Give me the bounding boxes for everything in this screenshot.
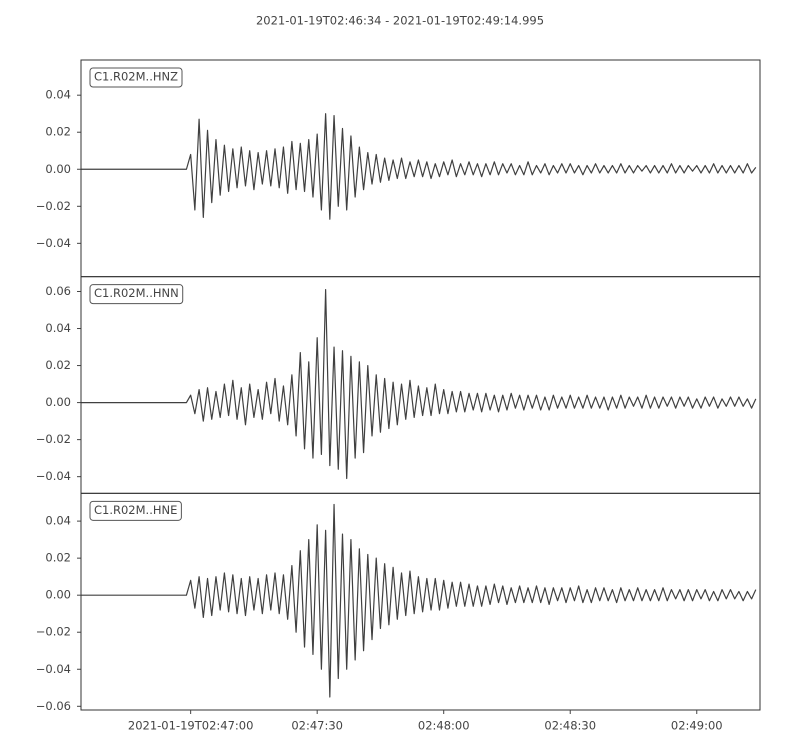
y-tick-label: −0.04 xyxy=(36,469,71,483)
y-tick-label: 0.02 xyxy=(45,551,71,565)
y-tick-label: 0.04 xyxy=(45,321,71,335)
y-tick-label: 0.00 xyxy=(45,162,71,176)
y-tick-label: 0.00 xyxy=(45,395,71,409)
y-tick-label: −0.04 xyxy=(36,662,71,676)
x-tick-label: 2021-01-19T02:47:00 xyxy=(128,719,254,733)
trace-label: C1.R02M..HNE xyxy=(94,503,177,517)
panel-frame xyxy=(80,276,761,494)
trace-label-box xyxy=(89,500,182,521)
trace-label-box xyxy=(89,284,184,305)
y-tick-label: −0.02 xyxy=(36,432,71,446)
y-tick-label: 0.04 xyxy=(45,514,71,528)
trace-label: C1.R02M..HNN xyxy=(94,286,179,300)
y-tick-label: 0.02 xyxy=(45,358,71,372)
panel-frame xyxy=(80,492,761,711)
trace-label-box xyxy=(89,67,183,88)
x-tick-label: 02:48:30 xyxy=(544,719,596,733)
y-tick-label: 0.00 xyxy=(45,588,71,602)
trace-label: C1.R02M..HNZ xyxy=(94,70,178,84)
x-tick-label: 02:48:00 xyxy=(418,719,470,733)
x-tick-label: 02:49:00 xyxy=(671,719,723,733)
waveform xyxy=(81,289,757,480)
waveform xyxy=(81,113,757,220)
x-tick-label: 02:47:30 xyxy=(291,719,343,733)
waveform xyxy=(81,503,757,698)
y-tick-label: −0.02 xyxy=(36,199,71,213)
chart-title: 2021-01-19T02:46:34 - 2021-01-19T02:49:1… xyxy=(256,14,544,28)
y-tick-label: 0.02 xyxy=(45,125,71,139)
y-tick-label: −0.06 xyxy=(36,699,71,713)
y-tick-label: 0.04 xyxy=(45,88,71,102)
y-tick-label: −0.02 xyxy=(36,625,71,639)
y-tick-label: −0.04 xyxy=(36,236,71,250)
y-tick-label: 0.06 xyxy=(45,284,71,298)
